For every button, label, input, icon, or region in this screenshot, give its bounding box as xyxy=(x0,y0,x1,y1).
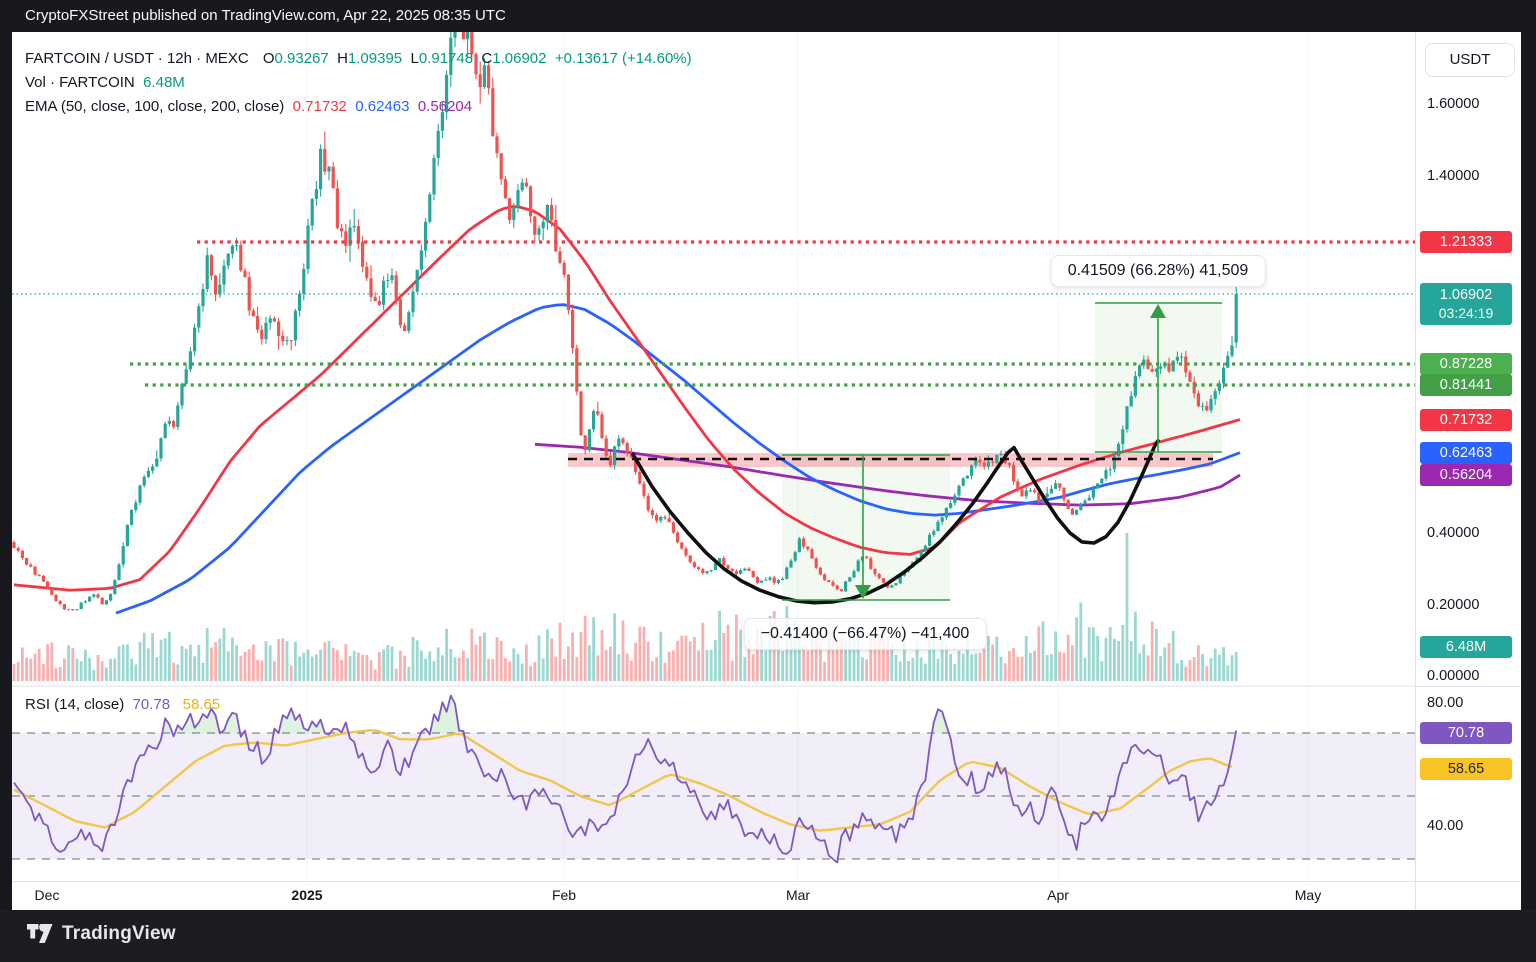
time-axis-label-2025: 2025 xyxy=(291,887,323,903)
price-axis-label-40.00: 40.00 xyxy=(1427,818,1464,834)
price-axis-label-1.60000: 1.60000 xyxy=(1427,96,1480,112)
main-legend: FARTCOIN / USDT · 12h · MEXC O0.93267 H1… xyxy=(25,47,692,119)
time-axis-label-May: May xyxy=(1294,887,1322,903)
measure-down-label[interactable]: −0.41400 (−66.47%) −41,400 xyxy=(743,618,987,650)
ohlc-close-label: C xyxy=(481,50,493,67)
ohlc-high-label: H xyxy=(337,50,348,67)
chart-card: FARTCOIN / USDT · 12h · MEXC O0.93267 H1… xyxy=(12,32,1521,910)
price-badge-0.81441: 0.81441 xyxy=(1420,374,1512,396)
ema100-value: 0.62463 xyxy=(355,98,410,115)
rsi-value: 70.78 xyxy=(132,696,171,713)
price-badge-0.71732: 0.71732 xyxy=(1420,409,1512,431)
price-badge-70.78: 70.78 xyxy=(1420,722,1512,744)
price-axis-label-0.20000: 0.20000 xyxy=(1427,597,1480,613)
ohlc-low-label: L xyxy=(410,50,419,67)
currency-toggle-button[interactable]: USDT xyxy=(1425,43,1515,77)
volume-row[interactable]: Vol · FARTCOIN 6.48M xyxy=(25,71,692,95)
rsi-ma-value: 58.65 xyxy=(182,696,221,713)
price-badge-1.21333: 1.21333 xyxy=(1420,231,1512,253)
ema-row[interactable]: EMA (50, close, 100, close, 200, close) … xyxy=(25,95,692,119)
ohlc-close-value: 1.06902 xyxy=(492,50,547,67)
pane-separator-scale xyxy=(1416,686,1521,687)
countdown-timer: 03:24:19 xyxy=(1438,305,1494,321)
symbol-title: FARTCOIN / USDT · 12h · MEXC xyxy=(25,50,249,67)
time-axis-label-Feb: Feb xyxy=(551,887,577,903)
symbol-row[interactable]: FARTCOIN / USDT · 12h · MEXC O0.93267 H1… xyxy=(25,47,692,71)
price-badge-58.65: 58.65 xyxy=(1420,758,1512,780)
ema200-value: 0.56204 xyxy=(417,98,473,115)
price-badge-6.48M: 6.48M xyxy=(1420,636,1512,658)
price-badge-0.56204: 0.56204 xyxy=(1420,464,1512,486)
ohlc-open-value: 0.93267 xyxy=(274,50,329,67)
price-axis-label-0.40000: 0.40000 xyxy=(1427,525,1480,541)
tradingview-logo-icon xyxy=(27,924,53,943)
price-badge-0.62463: 0.62463 xyxy=(1420,442,1512,464)
time-axis[interactable]: Dec 2025 Feb Mar Apr May xyxy=(12,881,1415,910)
tradingview-logo-text: TradingView xyxy=(62,923,176,944)
volume-value: 6.48M xyxy=(143,74,185,91)
price-axis-label-0.00000: 0.00000 xyxy=(1427,668,1480,684)
time-axis-label-Mar: Mar xyxy=(785,887,811,903)
ohlc-change-value: +0.13617 (+14.60%) xyxy=(554,50,692,67)
tradingview-logo[interactable]: TradingView xyxy=(27,923,176,945)
rsi-label: RSI (14, close) xyxy=(25,696,125,713)
attribution-text: CryptoFXStreet published on TradingView.… xyxy=(25,7,506,24)
bottom-brand-bar: TradingView xyxy=(0,910,1536,962)
time-axis-label-Dec: Dec xyxy=(34,887,60,903)
ohlc-high-value: 1.09395 xyxy=(347,50,403,67)
price-axis-label-1.40000: 1.40000 xyxy=(1427,168,1480,184)
time-axis-label-Apr: Apr xyxy=(1047,887,1069,903)
volume-label: Vol · FARTCOIN xyxy=(25,74,135,91)
rsi-legend[interactable]: RSI (14, close) 70.78 58.65 xyxy=(25,696,220,713)
ohlc-open-label: O xyxy=(262,50,275,67)
price-scale[interactable]: USDT 1.60000 1.40000 0.40000 0.20000 0.00000… xyxy=(1415,32,1521,910)
ema50-value: 0.71732 xyxy=(292,98,347,115)
measure-up-label[interactable]: 0.41509 (66.28%) 41,509 xyxy=(1050,255,1266,287)
ema-label: EMA (50, close, 100, close, 200, close) xyxy=(25,98,285,115)
chart-canvas[interactable] xyxy=(12,32,1415,881)
price-badge-0.87228: 0.87228 xyxy=(1420,353,1512,375)
axis-separator-scale xyxy=(1416,881,1521,882)
attribution-bar: CryptoFXStreet published on TradingView.… xyxy=(0,0,1536,32)
ohlc-low-value: 0.91748 xyxy=(418,50,474,67)
price-badge-1.06902: 1.06902 03:24:19 xyxy=(1420,283,1512,325)
price-axis-label-80.00: 80.00 xyxy=(1427,695,1464,711)
